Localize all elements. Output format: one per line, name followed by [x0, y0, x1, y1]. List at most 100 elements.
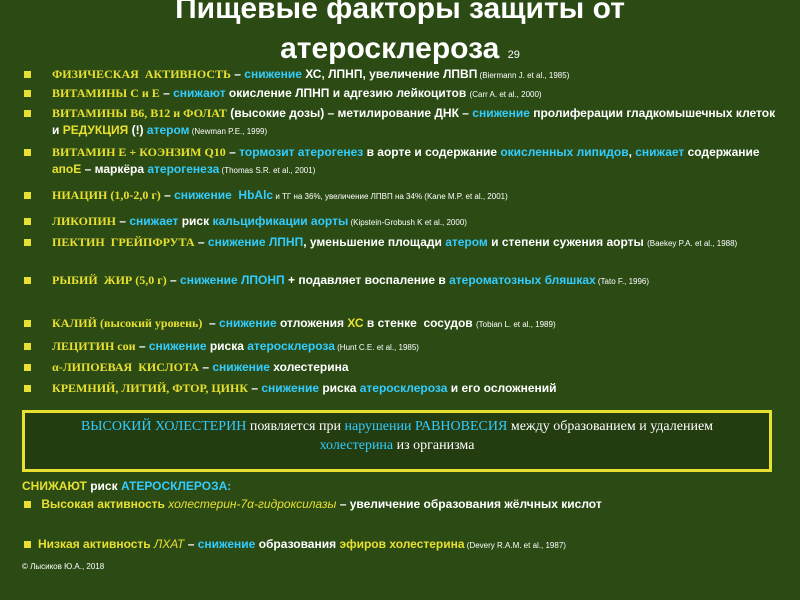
- list-item: ВИТАМИНЫ С и Е – снижают окисление ЛПНП …: [52, 85, 777, 103]
- list-item: КРЕМНИЙ, ЛИТИЙ, ФТОР, ЦИНК – снижение ри…: [52, 380, 777, 397]
- text-run: окисление ЛПНП и адгезию лейкоцитов: [225, 86, 470, 100]
- text-run: (!): [128, 123, 147, 137]
- text-run: ВИТАМИН Е + КОЭНЗИМ Q10: [52, 145, 226, 159]
- text-run: снижение ЛПНП: [207, 235, 304, 249]
- text-run: ,: [628, 145, 636, 159]
- text-run: –: [230, 67, 245, 81]
- list-item: Низкая активность ЛХАТ – снижение образо…: [38, 536, 758, 554]
- text-run: НИАЦИН (1,0-2,0 г): [52, 188, 161, 202]
- text-run: появляется при: [246, 419, 345, 434]
- text-run: и его осложнений: [447, 381, 557, 395]
- text-run: (Hunt C.E. et al., 1985): [334, 343, 419, 352]
- title: атеросклероза 29: [0, 33, 800, 71]
- text-run: СНИЖАЮТ: [22, 479, 87, 493]
- text-run: –: [184, 537, 198, 551]
- text-run: (Devery R.A.M. et al., 1987): [464, 541, 566, 550]
- text-run: (Tato F., 1996): [595, 277, 650, 286]
- text-run: риск: [86, 479, 121, 493]
- text-run: ВИТАМИНЫ С и Е: [52, 86, 160, 100]
- text-run: риска: [319, 381, 360, 395]
- text-run: ЛХАТ: [154, 537, 185, 551]
- bullet: [24, 149, 31, 156]
- list-item: ФИЗИЧЕСКАЯ АКТИВНОСТЬ – снижение ХС, ЛПН…: [52, 66, 777, 84]
- text-run: риск: [178, 214, 213, 228]
- text-run: (Baekey P.A. et al., 1988): [647, 239, 738, 248]
- text-run: ЛИКОПИН: [52, 214, 117, 228]
- text-run: ВИТАМИНЫ В6, В12 и ФОЛАТ: [52, 106, 227, 120]
- text-run: атером: [445, 235, 488, 249]
- text-run: из организма: [393, 438, 475, 453]
- bullet: [24, 71, 31, 78]
- bullet: [24, 501, 31, 508]
- text-run: АТЕРОСКЛЕРОЗА:: [120, 479, 232, 493]
- bullet: [24, 364, 31, 371]
- text-run: –: [194, 235, 208, 249]
- text-run: ХС: [347, 316, 364, 330]
- bullet: [24, 192, 31, 199]
- text-run: , уменьшение площади: [303, 235, 446, 249]
- text-run: снижает: [635, 145, 685, 159]
- text-run: ВЫСОКИЙ ХОЛЕСТЕРИН: [80, 419, 247, 434]
- text-run: снижают: [173, 86, 226, 100]
- text-run: и ТГ на 36%, увеличение ЛПВП на 34%: [273, 192, 425, 201]
- text-run: риска: [206, 339, 248, 353]
- text-run: (Newman P.E., 1999): [189, 127, 268, 136]
- text-run: атеросклероза: [247, 339, 335, 353]
- page-number: 29: [507, 49, 520, 61]
- text-run: снижение: [219, 316, 277, 330]
- text-run: –: [159, 86, 174, 100]
- text-run: окисленных липидов: [500, 145, 629, 159]
- text-run: Низкая активность: [38, 537, 155, 551]
- list-item: ВИТАМИНЫ В6, В12 и ФОЛАТ (высокие дозы) …: [52, 105, 777, 140]
- text-run: ХС, ЛПНП, увеличение ЛПВП: [301, 67, 478, 81]
- text-run: –: [198, 360, 213, 374]
- list-item: α-ЛИПОЕВАЯ КИСЛОТА – снижение холестерин…: [52, 359, 777, 376]
- text-run: образования: [255, 537, 340, 551]
- text-run: (высокие дозы) – метилирование ДНК –: [226, 106, 473, 120]
- text-run: снижение HbAlc: [174, 188, 274, 202]
- list-item: КАЛИЙ (высокий уровень) – снижение отлож…: [52, 315, 777, 333]
- text-run: –: [135, 339, 149, 353]
- text-run: атерогенеза: [147, 162, 220, 176]
- text-run: РЕДУКЦИЯ: [62, 123, 129, 137]
- bullet: [24, 320, 31, 327]
- text-run: (Thomas S.R. et al., 2001): [219, 166, 316, 175]
- text-run: КАЛИЙ (высокий уровень): [52, 316, 203, 330]
- bullet: [24, 541, 31, 548]
- title-line: атеросклероза: [280, 32, 500, 65]
- text-run: –: [202, 316, 220, 330]
- text-run: (Carr A. et al., 2000): [469, 90, 542, 99]
- text-run: холестерин-7α-гидроксилазы: [168, 497, 337, 511]
- text-run: (Kipstein-Grobush K et al., 2000): [348, 218, 467, 227]
- text-run: Высокая активность: [38, 497, 169, 511]
- text-run: снижает: [129, 214, 179, 228]
- text-run: атероматозных бляшках: [449, 273, 596, 287]
- text-run: кальцификации аорты: [212, 214, 349, 228]
- list-item: Высокая активность холестерин-7α-гидрокс…: [38, 496, 758, 513]
- text-run: ФИЗИЧЕСКАЯ АКТИВНОСТЬ: [52, 67, 231, 81]
- text-run: снижение ЛПОНП: [180, 273, 285, 287]
- footer: © Лысиков Ю.А., 2018: [22, 562, 105, 571]
- list-item: ВИТАМИН Е + КОЭНЗИМ Q10 – тормозит атеро…: [52, 144, 777, 179]
- text-run: снижение: [197, 537, 256, 551]
- list-item: НИАЦИН (1,0-2,0 г) – снижение HbAlc и ТГ…: [52, 187, 777, 205]
- bullet: [24, 385, 31, 392]
- text-run: снижение: [472, 106, 530, 120]
- bullet: [24, 218, 31, 225]
- text-run: содержание: [684, 145, 767, 159]
- text-run: нарушении РАВНОВЕСИЯ: [344, 419, 508, 434]
- bullet: [24, 239, 31, 246]
- text-run: + подавляет воспаление в: [284, 273, 450, 287]
- text-run: эфиров холестерина: [339, 537, 465, 551]
- text-run: снижение: [261, 381, 319, 395]
- text-run: КРЕМНИЙ, ЛИТИЙ, ФТОР, ЦИНК: [52, 381, 249, 395]
- text-run: –: [166, 273, 181, 287]
- text-run: холестерина: [319, 438, 394, 453]
- text-run: снижение: [244, 67, 302, 81]
- text-run: α-ЛИПОЕВАЯ КИСЛОТА: [52, 360, 199, 374]
- bullet: [24, 343, 31, 350]
- text-run: снижение: [212, 360, 270, 374]
- text-run: ЛЕЦИТИН сои: [52, 339, 136, 353]
- bullet: [24, 90, 31, 97]
- text-run: –: [160, 188, 175, 202]
